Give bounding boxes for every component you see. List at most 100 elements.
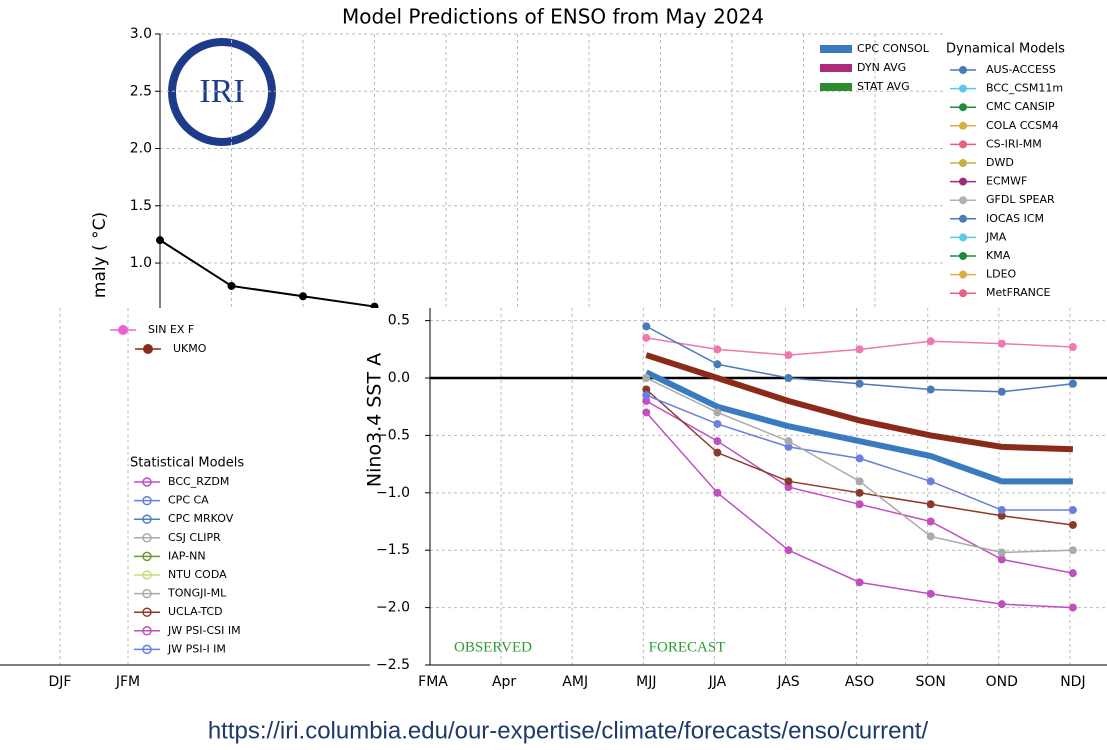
point [855, 500, 864, 509]
point [227, 281, 236, 290]
legend-label: TONGJI-ML [167, 587, 227, 600]
point [926, 500, 935, 509]
legend-label: CPC MRKOV [168, 512, 234, 525]
y-tick-label: −2.5 [376, 657, 410, 673]
point [784, 546, 793, 555]
point [997, 548, 1006, 557]
point [1068, 343, 1077, 352]
point [1068, 506, 1077, 515]
legend-marker [959, 121, 967, 130]
point [1068, 569, 1077, 578]
point [642, 385, 651, 394]
legend-marker [959, 140, 967, 149]
point [713, 408, 722, 417]
legend-swatch [820, 83, 852, 91]
y-tick-label: −1.5 [376, 542, 410, 558]
series-line [644, 369, 1073, 485]
point [713, 448, 722, 457]
footer-url: https://iri.columbia.edu/our-expertise/c… [208, 717, 929, 744]
legend-marker [959, 196, 967, 205]
point [299, 292, 307, 301]
legend-label: CSJ CLIPR [168, 531, 221, 544]
point [784, 477, 793, 486]
legend-label: JW PSI-I IM [167, 642, 226, 655]
logo [168, 38, 276, 146]
point [713, 437, 722, 446]
x-tick-label: JAS [776, 674, 799, 690]
x-tick-label: ASO [845, 674, 874, 690]
chart-title: Model Predictions of ENSO from May 2024 [342, 5, 764, 29]
legend-label: SIN EX F [148, 323, 194, 336]
point [713, 345, 722, 354]
legend-swatch [820, 64, 852, 72]
legend-marker [959, 66, 967, 74]
point [926, 517, 935, 526]
point [855, 379, 864, 388]
legend-label: ECMWF [986, 175, 1027, 188]
legend-marker [959, 233, 967, 242]
legend-marker [959, 177, 967, 186]
legend-label: UCLA-TCD [168, 605, 223, 618]
legend-marker [142, 495, 152, 506]
legend-marker [142, 514, 152, 524]
legend-marker [959, 103, 967, 112]
legend-marker [959, 214, 967, 223]
y-tick-label: 1.5 [130, 198, 152, 214]
legend-marker [142, 551, 152, 562]
point [784, 442, 793, 451]
legend-label: MetFRANCE [986, 286, 1051, 299]
point [642, 333, 651, 342]
legend-label: COLA CCSM4 [986, 119, 1059, 132]
y-tick-label: 3.0 [130, 26, 152, 42]
x-tick-label: DJF [49, 674, 72, 690]
point [642, 391, 651, 400]
legend-label: CPC CONSOL [857, 42, 930, 55]
point [784, 374, 793, 383]
x-tick-label: SON [916, 674, 946, 690]
legend-marker [142, 533, 152, 543]
legend-marker [959, 270, 967, 279]
point [997, 511, 1006, 520]
legend-marker [142, 626, 152, 636]
point [926, 589, 935, 598]
legend-marker [142, 570, 152, 580]
y-tick-label: 0.5 [388, 313, 410, 329]
point [1068, 520, 1077, 529]
x-tick-label: JJA [708, 674, 727, 690]
point [926, 477, 935, 486]
x-tick-label: OND [986, 674, 1018, 690]
legend-label: DYN AVG [857, 61, 906, 74]
point [926, 385, 935, 394]
y-axis-label: Nino3.4 SST A [364, 353, 386, 487]
y-tick-label: 0.0 [388, 370, 410, 386]
legend-label: BCC_CSM11m [986, 82, 1063, 95]
legend-label: KMA [986, 249, 1011, 262]
point [855, 578, 864, 587]
legend-marker [142, 588, 152, 599]
point [713, 360, 722, 369]
point [642, 322, 651, 331]
point [997, 555, 1006, 564]
point [642, 408, 651, 417]
point [784, 437, 793, 446]
lower-panel [0, 308, 1107, 700]
plot: −2.5 −2.0 −1.5 −1.0 −0.5 0.0 0.5 FMA Apr AMJ MJJ JJ… [376, 308, 1107, 690]
legend-label: CMC CANSIP [986, 100, 1055, 113]
legend-label: IOCAS ICM [986, 212, 1044, 225]
point [997, 387, 1006, 396]
x-tick-label: FMA [418, 674, 448, 690]
legend-label: CS-IRI-MM [986, 137, 1042, 150]
x-tick-label: MJJ [636, 674, 656, 690]
y-tick-label: −2.0 [376, 600, 410, 616]
y-tick-label: −0.5 [376, 427, 410, 443]
point [713, 488, 722, 497]
y-tick-label: 1.0 [130, 255, 152, 271]
legend-marker [142, 477, 152, 487]
series-line [645, 352, 1073, 453]
point [855, 345, 864, 354]
x-tick-label: JFM [115, 674, 140, 690]
point [713, 419, 722, 428]
point [997, 506, 1006, 515]
